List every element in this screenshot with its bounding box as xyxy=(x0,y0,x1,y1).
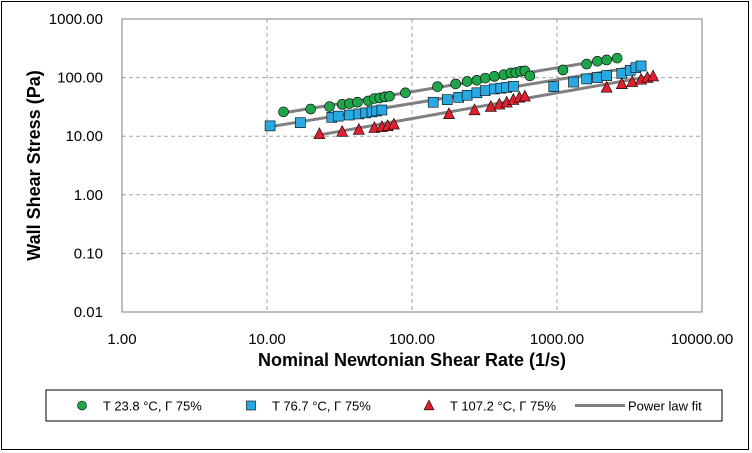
square-data-point xyxy=(592,72,603,83)
triangle-data-point xyxy=(313,127,326,139)
circle-data-point xyxy=(352,96,363,108)
square-data-point xyxy=(332,110,344,122)
square-data-point xyxy=(479,85,491,96)
circle-data-point xyxy=(400,87,411,99)
circle-data-point xyxy=(432,81,443,92)
x-tick-label: 100.00 xyxy=(389,331,435,348)
x-axis-title: Nominal Newtonian Shear Rate (1/s) xyxy=(258,350,566,370)
x-tick-label: 10000.00 xyxy=(671,331,734,348)
circle-data-point xyxy=(278,106,289,118)
series-1 xyxy=(278,52,623,118)
x-tick-label: 10.00 xyxy=(248,331,286,348)
circle-data-point xyxy=(450,78,461,90)
triangle-data-point xyxy=(387,117,400,130)
y-tick-label: 100.00 xyxy=(57,70,103,87)
circle-data-point xyxy=(601,54,612,66)
triangle-data-point xyxy=(647,69,660,82)
square-data-point xyxy=(376,104,388,116)
series-2 xyxy=(264,60,647,132)
legend-label: Power law fit xyxy=(628,399,702,414)
square-data-point xyxy=(568,76,579,88)
y-tick-label: 10.00 xyxy=(65,128,103,145)
y-tick-label: 0.10 xyxy=(74,245,103,262)
triangle-data-point xyxy=(336,124,349,137)
y-tick-labels: 1000.00 100.00 10.00 1.00 0.10 0.01 xyxy=(49,11,103,321)
square-data-point xyxy=(295,117,306,128)
circle-data-point xyxy=(461,76,473,87)
series-3 xyxy=(313,69,660,139)
y-tick-label: 0.01 xyxy=(74,304,103,321)
square-data-point xyxy=(635,60,647,72)
legend-label: T 23.8 °C, Γ 75% xyxy=(103,399,202,414)
circle-data-point xyxy=(581,58,592,70)
plot-area xyxy=(121,18,703,313)
square-data-point xyxy=(427,96,439,108)
circle-data-point xyxy=(489,71,500,82)
triangle-data-point xyxy=(352,122,365,135)
triangle-data-point xyxy=(518,89,531,102)
triangle-data-point xyxy=(626,75,639,87)
legend-square-marker xyxy=(246,400,256,411)
y-axis-title: Wall Shear Stress (Pa) xyxy=(24,70,44,260)
square-data-point xyxy=(461,89,473,101)
x-tick-label: 1.00 xyxy=(107,331,136,348)
y-tick-label: 1.00 xyxy=(74,187,103,204)
square-data-point xyxy=(344,109,355,121)
circle-data-point xyxy=(524,70,536,82)
x-tick-labels: 1.00 10.00 100.00 1000.00 10000.00 xyxy=(107,331,733,348)
circle-data-point xyxy=(557,64,569,76)
square-data-point xyxy=(581,73,592,85)
circle-data-point xyxy=(384,90,395,102)
triangle-data-point xyxy=(443,107,456,120)
square-data-point xyxy=(264,120,276,132)
legend-circle-marker xyxy=(77,400,87,411)
square-data-point xyxy=(548,81,560,92)
square-data-point xyxy=(601,70,612,81)
legend-triangle-marker xyxy=(423,399,435,411)
x-tick-label: 1000.00 xyxy=(530,331,584,348)
square-data-point xyxy=(508,81,519,92)
circle-data-point xyxy=(611,52,623,64)
triangle-data-point xyxy=(484,99,497,112)
legend-label: T 76.7 °C, Γ 75% xyxy=(272,399,371,414)
circle-data-point xyxy=(479,72,491,84)
legend-label: T 107.2 °C, Γ 75% xyxy=(450,399,557,414)
triangle-data-point xyxy=(468,103,481,116)
square-data-point xyxy=(441,94,453,105)
circle-data-point xyxy=(324,101,335,112)
data-points xyxy=(264,52,660,139)
circle-data-point xyxy=(592,55,603,67)
triangle-data-point xyxy=(615,77,628,90)
triangle-data-point xyxy=(600,80,613,93)
legend: T 23.8 °C, Γ 75% T 76.7 °C, Γ 75% T 107.2 … xyxy=(45,389,723,422)
circle-data-point xyxy=(305,103,316,115)
y-tick-label: 1000.00 xyxy=(49,11,103,28)
